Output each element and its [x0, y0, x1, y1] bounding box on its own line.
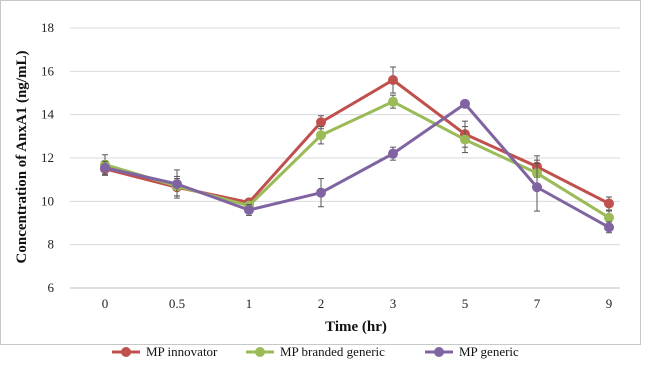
data-point	[388, 148, 398, 159]
x-tick-label: 2	[318, 296, 325, 311]
data-point	[604, 198, 614, 209]
y-tick-label: 6	[48, 280, 55, 295]
x-tick-label: 0	[102, 296, 109, 311]
data-point	[388, 75, 398, 85]
y-tick-label: 14	[41, 107, 55, 122]
legend-item: MP branded generic	[246, 344, 385, 359]
y-tick-label: 16	[41, 63, 55, 78]
x-axis-title: Time (hr)	[325, 319, 387, 335]
series-line	[104, 102, 610, 229]
y-tick-label: 12	[41, 150, 54, 165]
legend-swatch-marker	[255, 347, 265, 357]
legend-item: MP innovator	[112, 344, 218, 359]
legend-label: MP generic	[459, 344, 519, 359]
legend: MP innovator MP branded generic MP generic	[112, 344, 519, 359]
data-point	[388, 96, 398, 107]
y-tick-label: 8	[48, 237, 55, 252]
legend-label: MP branded generic	[280, 344, 385, 359]
series-line	[104, 100, 610, 219]
data-point	[316, 187, 326, 198]
plot-area-border	[0, 0, 641, 345]
data-point	[172, 179, 182, 189]
data-point	[532, 182, 542, 193]
legend-item: MP generic	[425, 344, 519, 359]
x-tick-label: 0.5	[169, 296, 185, 311]
x-tick-label: 1	[246, 296, 253, 311]
gridlines	[70, 27, 620, 246]
x-tick-label: 3	[390, 296, 397, 311]
data-point	[316, 130, 326, 141]
x-tick-label: 5	[462, 296, 469, 311]
data-point	[244, 205, 254, 215]
data-point	[604, 212, 614, 223]
x-tick-label: 9	[606, 296, 613, 311]
legend-label: MP innovator	[146, 344, 218, 359]
legend-swatch-marker	[434, 347, 444, 357]
data-point	[100, 162, 110, 173]
y-tick-label: 18	[41, 20, 54, 35]
y-axis-title: Concentration of AnxA1 (ng/mL)	[14, 51, 30, 264]
legend-swatch-marker	[121, 347, 131, 357]
data-point	[604, 222, 614, 233]
data-point	[316, 117, 326, 128]
series-mp-generic	[100, 98, 614, 234]
x-tick-label: 7	[534, 296, 541, 311]
y-tick-label: 10	[41, 193, 54, 208]
series-layer	[100, 66, 614, 234]
data-point	[460, 98, 470, 109]
data-point	[460, 134, 470, 145]
